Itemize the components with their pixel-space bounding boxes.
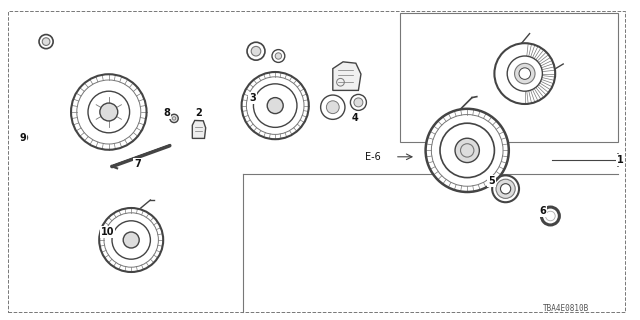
Polygon shape	[333, 62, 361, 90]
Ellipse shape	[247, 42, 265, 60]
Ellipse shape	[170, 114, 178, 123]
Ellipse shape	[326, 101, 339, 114]
Ellipse shape	[515, 63, 535, 84]
Ellipse shape	[492, 175, 519, 202]
Ellipse shape	[272, 50, 285, 62]
Text: 7: 7	[134, 159, 141, 169]
Ellipse shape	[351, 94, 367, 110]
Polygon shape	[192, 120, 205, 138]
Bar	[400, 13, 618, 142]
Ellipse shape	[99, 208, 163, 272]
Ellipse shape	[321, 95, 345, 119]
Text: 3: 3	[250, 92, 256, 103]
Text: 1: 1	[618, 155, 624, 165]
Text: 6: 6	[540, 206, 546, 216]
Ellipse shape	[354, 98, 363, 107]
Ellipse shape	[496, 179, 515, 198]
Ellipse shape	[21, 134, 28, 141]
Ellipse shape	[507, 56, 543, 91]
Ellipse shape	[275, 53, 282, 59]
Text: 8: 8	[163, 108, 170, 118]
Ellipse shape	[251, 46, 261, 56]
Ellipse shape	[71, 74, 147, 150]
Ellipse shape	[123, 232, 140, 248]
Ellipse shape	[426, 109, 509, 192]
Ellipse shape	[268, 98, 283, 114]
Text: 4: 4	[352, 113, 358, 124]
Ellipse shape	[100, 103, 118, 121]
Ellipse shape	[42, 38, 50, 45]
Text: E-6: E-6	[365, 152, 380, 162]
Ellipse shape	[500, 184, 511, 194]
Ellipse shape	[519, 68, 531, 79]
Text: 10: 10	[100, 227, 115, 237]
Text: 9: 9	[19, 132, 26, 143]
Text: 2: 2	[195, 108, 202, 118]
Text: 5: 5	[488, 176, 495, 186]
Ellipse shape	[242, 72, 309, 139]
Text: TBA4E0810B: TBA4E0810B	[543, 304, 589, 313]
Ellipse shape	[39, 35, 53, 49]
Ellipse shape	[455, 138, 479, 163]
